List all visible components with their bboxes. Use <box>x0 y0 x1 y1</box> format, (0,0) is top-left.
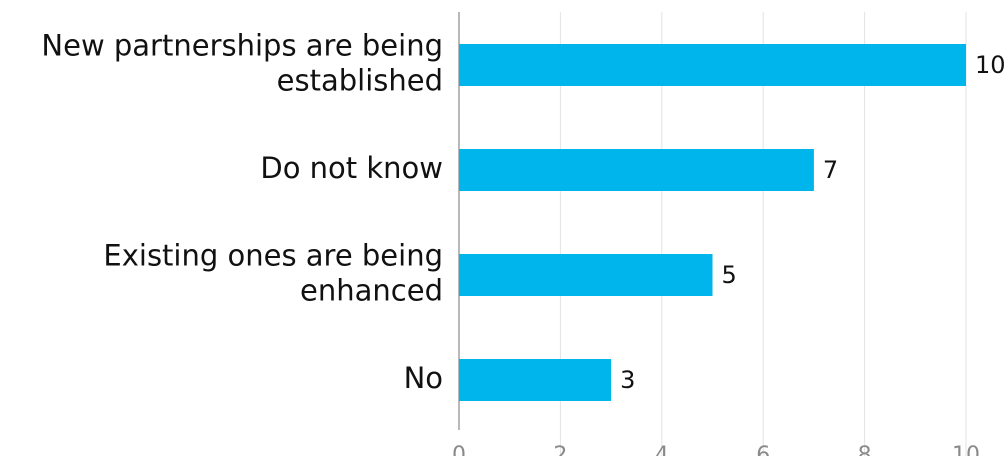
bar-2 <box>459 254 713 296</box>
value-label-0: 10 <box>975 51 1006 79</box>
value-label-1: 7 <box>823 156 838 184</box>
category-label-2: Existing ones are being enhanced <box>103 239 443 308</box>
x-tick-label-2: 2 <box>553 443 567 456</box>
value-label-layer: 10 7 5 3 <box>620 51 1005 394</box>
x-tick-label-6: 6 <box>756 443 770 456</box>
category-label-0: New partnerships are being established <box>41 29 443 98</box>
category-label-line: established <box>277 64 443 98</box>
bar-3 <box>459 359 612 401</box>
bar-1 <box>459 149 814 191</box>
bar-layer <box>459 44 966 401</box>
category-label-1: Do not know <box>260 151 443 185</box>
category-label-3: No <box>404 361 443 395</box>
value-label-3: 3 <box>620 366 635 394</box>
bar-0 <box>459 44 966 86</box>
x-tick-label-8: 8 <box>858 443 872 456</box>
x-tick-label-10: 10 <box>952 443 980 456</box>
x-tick-label-4: 4 <box>655 443 669 456</box>
category-label-line: No <box>404 361 443 395</box>
category-label-line: enhanced <box>300 274 443 308</box>
category-label-line: Existing ones are being <box>103 239 443 273</box>
category-label-line: Do not know <box>260 151 443 185</box>
x-tick-label-0: 0 <box>452 443 466 456</box>
category-label-line: New partnerships are being <box>41 29 443 63</box>
category-label-layer: New partnerships are being established Do … <box>41 29 443 396</box>
value-label-2: 5 <box>722 261 737 289</box>
x-tick-layer: 0 2 4 6 8 10 <box>452 443 980 456</box>
